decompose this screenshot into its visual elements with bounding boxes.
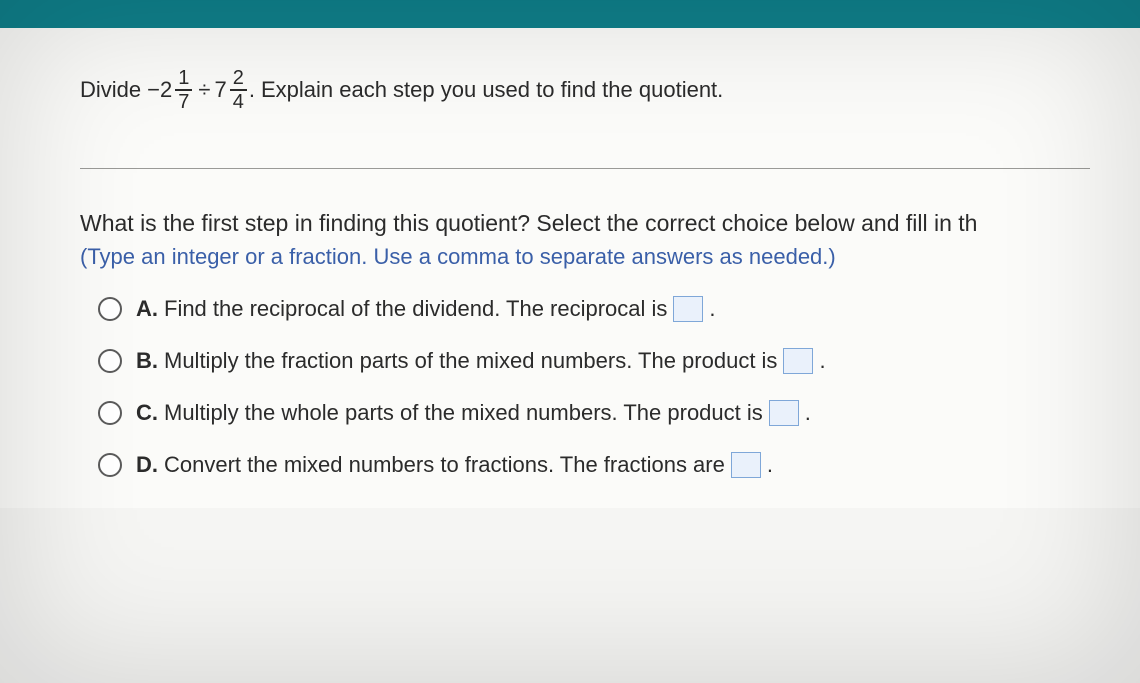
radio-a[interactable]: [98, 297, 122, 321]
negative-sign: −: [147, 77, 160, 103]
m2-numerator: 2: [230, 68, 247, 91]
choice-c-blank[interactable]: [769, 400, 799, 426]
choice-a-post: .: [709, 296, 715, 322]
choice-b-post: .: [819, 348, 825, 374]
choice-a[interactable]: A. Find the reciprocal of the dividend. …: [98, 296, 1090, 322]
m1-numerator: 1: [175, 68, 192, 91]
choice-b[interactable]: B. Multiply the fraction parts of the mi…: [98, 348, 1090, 374]
choice-a-text: A. Find the reciprocal of the dividend. …: [136, 296, 716, 322]
choice-d[interactable]: D. Convert the mixed numbers to fraction…: [98, 452, 1090, 478]
m1-fraction: 1 7: [175, 68, 192, 112]
choice-c-pre: Multiply the whole parts of the mixed nu…: [164, 400, 763, 426]
content-area: Divide − 2 1 7 ÷ 7 2 4: [0, 28, 1140, 508]
choice-a-blank[interactable]: [673, 296, 703, 322]
radio-c[interactable]: [98, 401, 122, 425]
choice-d-letter: D.: [136, 452, 158, 478]
section-divider: [80, 168, 1090, 169]
problem-period: .: [249, 77, 255, 103]
radio-d[interactable]: [98, 453, 122, 477]
choice-b-text: B. Multiply the fraction parts of the mi…: [136, 348, 826, 374]
choice-b-letter: B.: [136, 348, 158, 374]
m2-whole: 7: [214, 77, 226, 103]
m1-denominator: 7: [175, 91, 192, 112]
page: Divide − 2 1 7 ÷ 7 2 4: [0, 0, 1140, 683]
choice-c-letter: C.: [136, 400, 158, 426]
question-text: What is the first step in finding this q…: [80, 207, 1090, 240]
choice-c-post: .: [805, 400, 811, 426]
choice-d-blank[interactable]: [731, 452, 761, 478]
choice-d-text: D. Convert the mixed numbers to fraction…: [136, 452, 773, 478]
m2-fraction: 2 4: [230, 68, 247, 112]
choices-group: A. Find the reciprocal of the dividend. …: [80, 296, 1090, 478]
mixed-number-1: 2 1 7: [160, 68, 194, 112]
problem-prefix: Divide: [80, 77, 141, 103]
radio-b[interactable]: [98, 349, 122, 373]
division-sign: ÷: [198, 77, 210, 103]
m2-denominator: 4: [230, 91, 247, 112]
problem-statement: Divide − 2 1 7 ÷ 7 2 4: [80, 68, 1090, 112]
choice-a-pre: Find the reciprocal of the dividend. The…: [164, 296, 667, 322]
header-bar: [0, 0, 1140, 28]
problem-suffix: Explain each step you used to find the q…: [261, 77, 723, 103]
question-hint: (Type an integer or a fraction. Use a co…: [80, 244, 1090, 270]
m1-whole: 2: [160, 77, 172, 103]
choice-d-pre: Convert the mixed numbers to fractions. …: [164, 452, 725, 478]
choice-b-pre: Multiply the fraction parts of the mixed…: [164, 348, 777, 374]
choice-a-letter: A.: [136, 296, 158, 322]
choice-b-blank[interactable]: [783, 348, 813, 374]
choice-c[interactable]: C. Multiply the whole parts of the mixed…: [98, 400, 1090, 426]
choice-d-post: .: [767, 452, 773, 478]
choice-c-text: C. Multiply the whole parts of the mixed…: [136, 400, 811, 426]
mixed-number-2: 7 2 4: [214, 68, 248, 112]
